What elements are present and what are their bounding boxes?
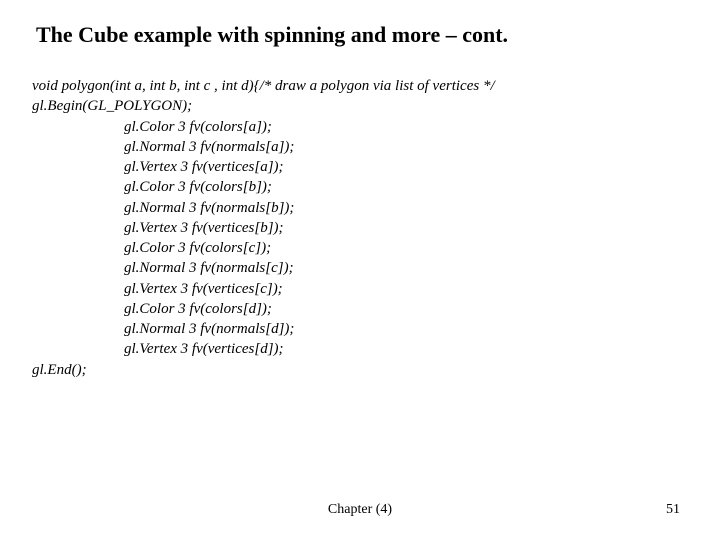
code-line: void polygon(int a, int b, int c , int d… (32, 76, 495, 96)
code-line: gl.Begin(GL_POLYGON); (32, 96, 495, 116)
code-line: gl.Vertex 3 fv(vertices[b]); (32, 218, 495, 238)
code-line: gl.Vertex 3 fv(vertices[a]); (32, 157, 495, 177)
code-line: gl.Normal 3 fv(normals[d]); (32, 319, 495, 339)
code-line: gl.End(); (32, 360, 495, 380)
code-line: gl.Normal 3 fv(normals[b]); (32, 198, 495, 218)
slide-container: The Cube example with spinning and more … (0, 0, 720, 540)
code-block: void polygon(int a, int b, int c , int d… (32, 76, 495, 380)
code-line: gl.Color 3 fv(colors[b]); (32, 177, 495, 197)
code-line: gl.Color 3 fv(colors[a]); (32, 117, 495, 137)
footer-chapter: Chapter (4) (0, 502, 720, 518)
code-line: gl.Vertex 3 fv(vertices[d]); (32, 339, 495, 359)
code-line: gl.Color 3 fv(colors[c]); (32, 238, 495, 258)
code-line: gl.Normal 3 fv(normals[c]); (32, 258, 495, 278)
code-line: gl.Normal 3 fv(normals[a]); (32, 137, 495, 157)
code-line: gl.Color 3 fv(colors[d]); (32, 299, 495, 319)
footer-page-number: 51 (666, 502, 680, 518)
code-line: gl.Vertex 3 fv(vertices[c]); (32, 279, 495, 299)
slide-title: The Cube example with spinning and more … (36, 22, 508, 48)
